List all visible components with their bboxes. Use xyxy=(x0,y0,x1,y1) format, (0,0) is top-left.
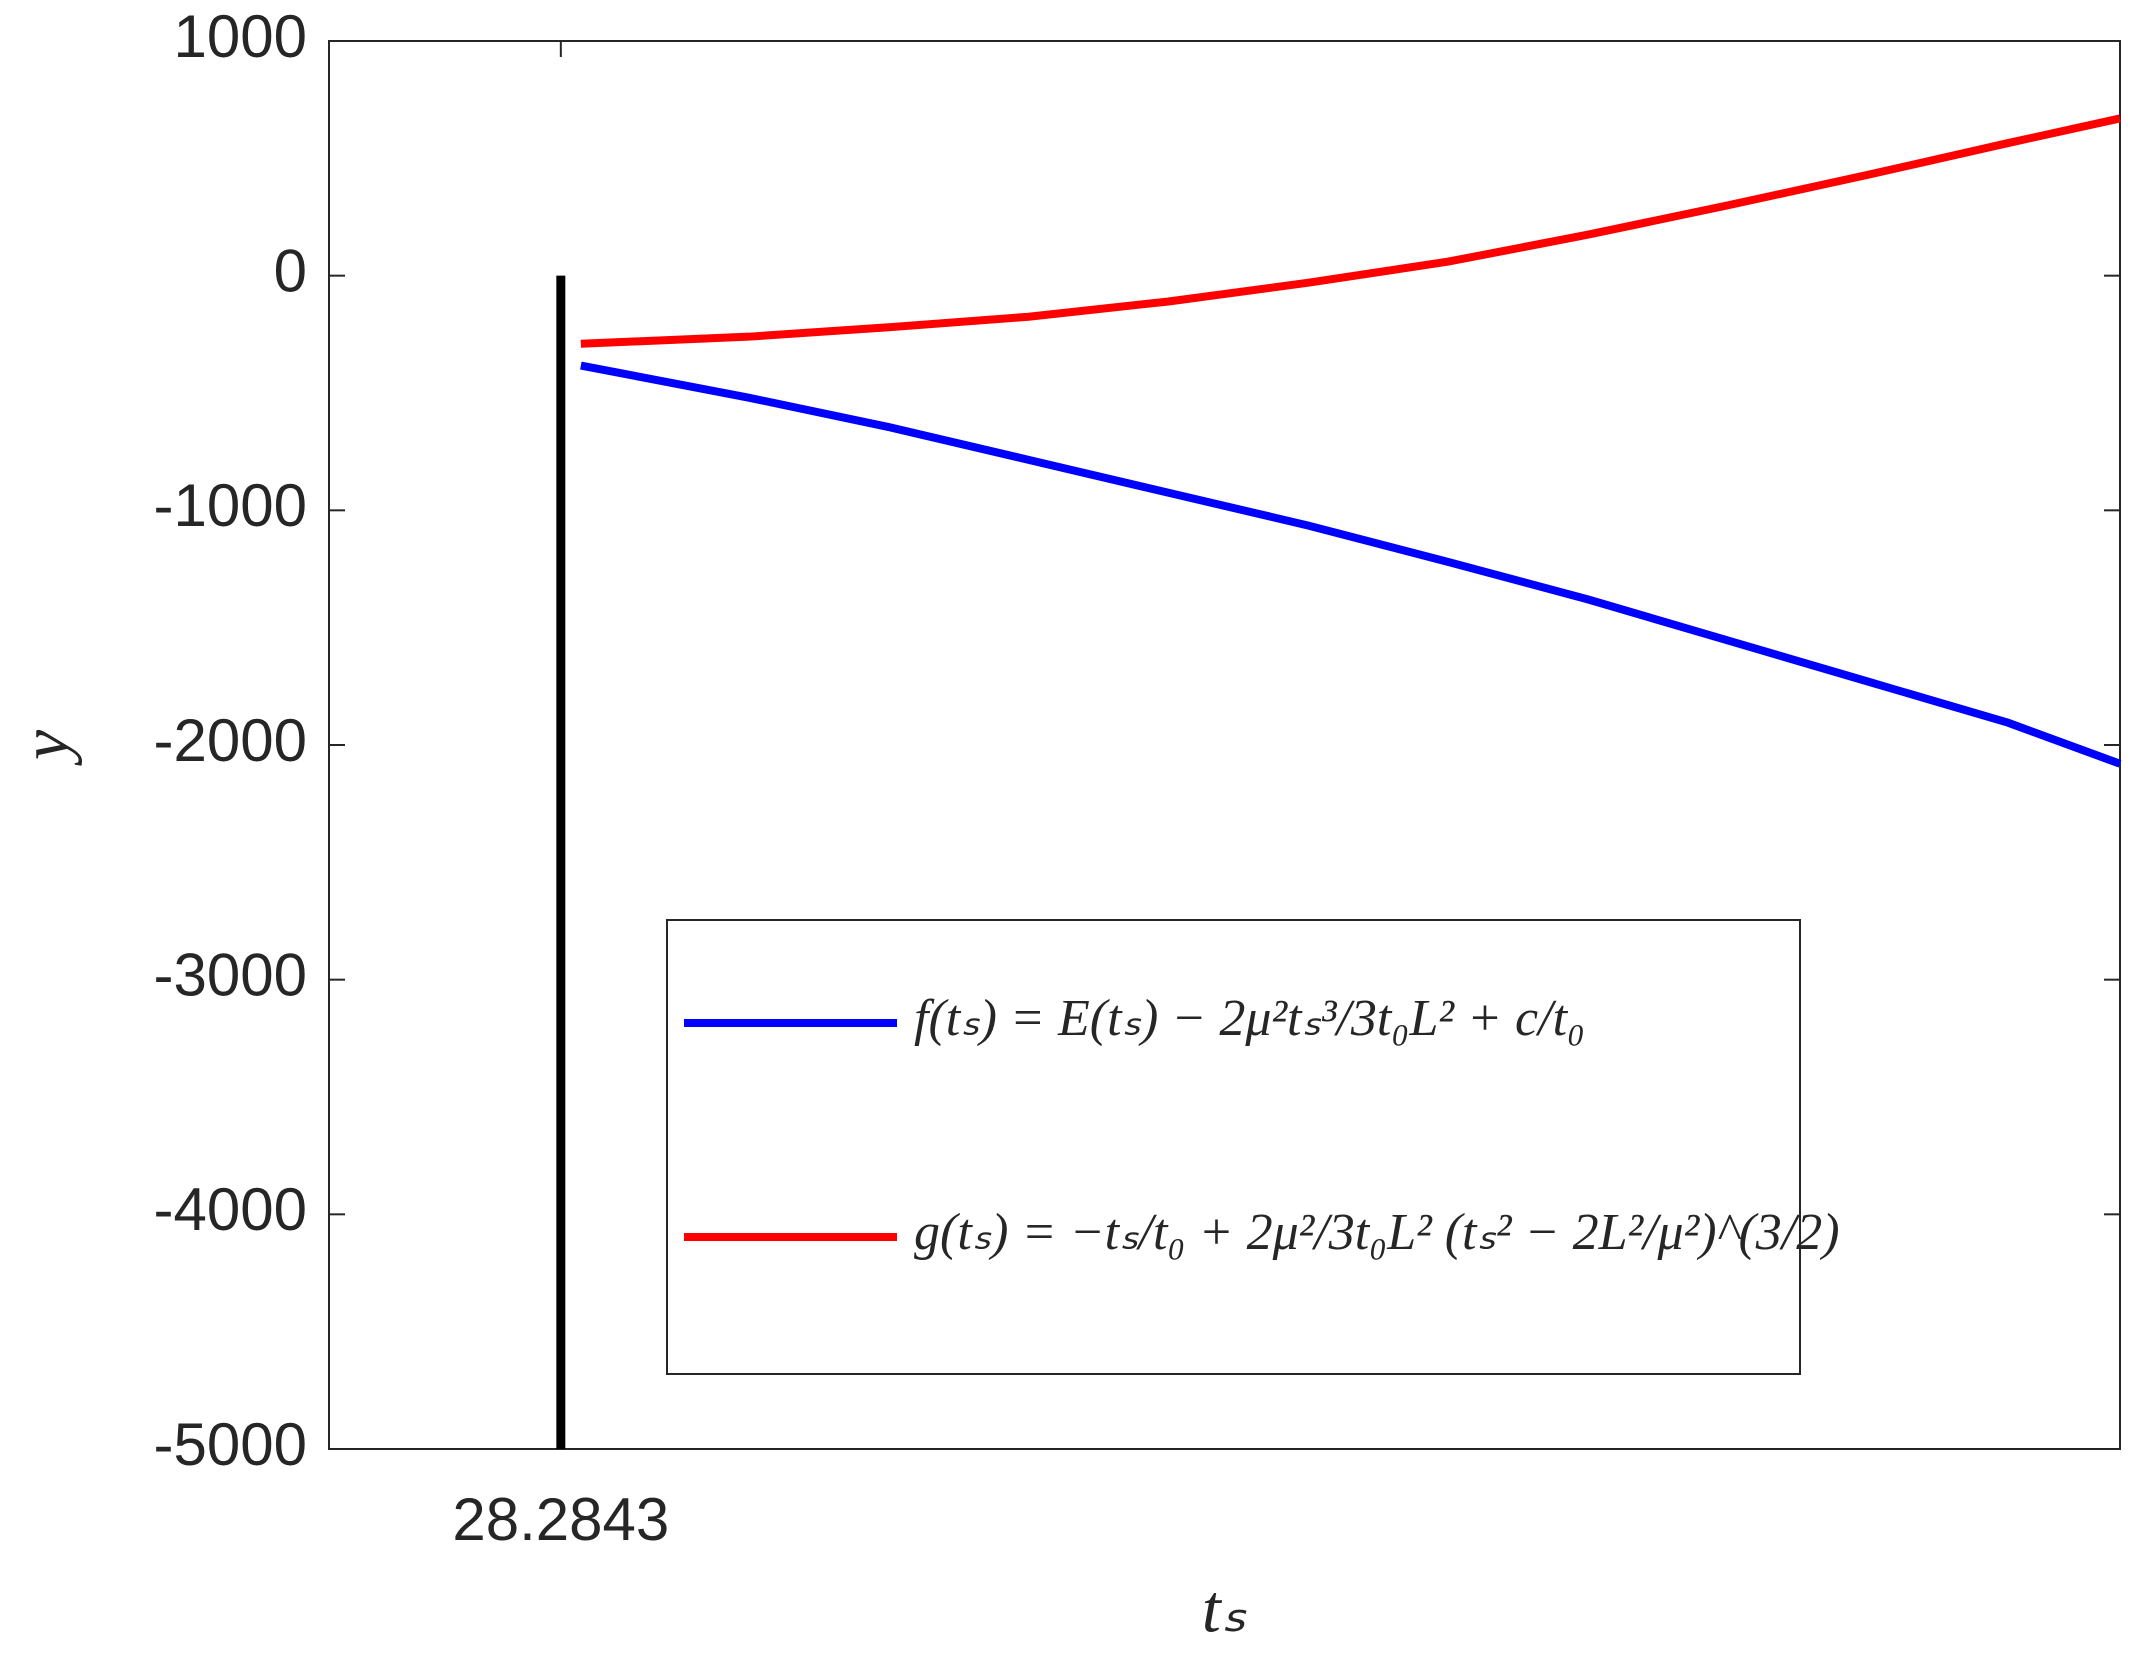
y-tick-label: -2000 xyxy=(154,707,307,774)
y-tick-label: 0 xyxy=(274,238,307,305)
y-tick-label: -4000 xyxy=(154,1176,307,1243)
legend-label: g(tₛ) = −tₛ/t₀ + 2μ²/3t₀L² (tₛ² − 2L²/μ²… xyxy=(914,1204,1840,1261)
y-tick-label: -1000 xyxy=(154,472,307,539)
legend-box xyxy=(666,919,1801,1375)
y-tick-label: -3000 xyxy=(154,942,307,1009)
data-line xyxy=(580,114,2121,348)
y-tick-label: 1000 xyxy=(174,3,307,70)
legend-label: f(tₛ) = E(tₛ) − 2μ²tₛ³/3t₀L² + c/t₀ xyxy=(914,990,1585,1047)
y-axis-label: y xyxy=(7,729,83,766)
data-line xyxy=(580,361,2122,768)
x-tick-label: 28.2843 xyxy=(452,1486,669,1553)
y-tick-label: -5000 xyxy=(154,1411,307,1478)
x-axis-label: tₛ xyxy=(1202,1571,1247,1647)
